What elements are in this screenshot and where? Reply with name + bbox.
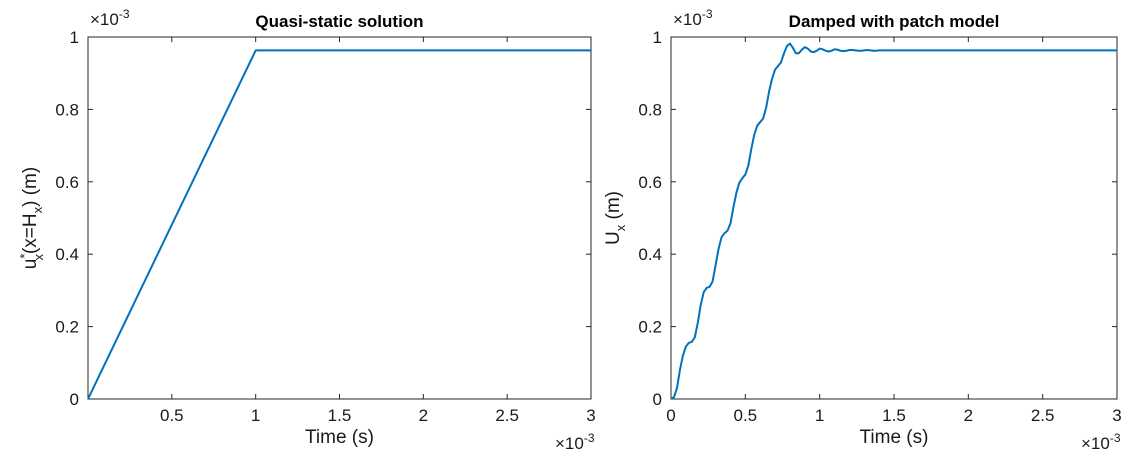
chart-panel-2: Damped with patch model 0 0.2 0.4 0.6 0.8 1 0 0.… <box>603 7 1122 453</box>
chart-panel-1: Quasi-static solution 0 0.2 0.4 0.6 0.8 1 0.5 1 1… <box>17 7 596 453</box>
y-tick-label: 0.2 <box>55 318 79 337</box>
x-tick-label: 3 <box>586 406 595 425</box>
y-tick-label: 0.8 <box>638 100 662 119</box>
series-line-1 <box>670 42 1117 400</box>
x-tick-label: 1.5 <box>882 406 906 425</box>
x-tick-label: 2.5 <box>495 406 519 425</box>
y-tick-label: 0.2 <box>638 318 662 337</box>
y-tick-label: 0.4 <box>638 245 662 264</box>
x-tick-label: 2.5 <box>1031 406 1055 425</box>
x-exponent: ×10-3 <box>555 431 595 453</box>
y-tick-label: 0 <box>70 390 79 409</box>
axes-box <box>87 36 592 400</box>
x-axis-label: Time (s) <box>305 427 374 448</box>
x-tick-label: 0.5 <box>734 406 758 425</box>
y-tick-label: 1 <box>70 28 79 47</box>
series-line-1 <box>87 49 591 400</box>
x-tick-label: 3 <box>1112 406 1121 425</box>
y-axis-label: Ux (m) <box>603 191 628 245</box>
x-tick-label: 1.5 <box>328 406 352 425</box>
y-axis-label: u*x(x=Hx) (m) <box>17 167 46 269</box>
y-tick-label: 0.6 <box>638 173 662 192</box>
x-tick-label: 1 <box>251 406 260 425</box>
y-tick-label: 0.8 <box>55 100 79 119</box>
y-tick-label: 0.4 <box>55 245 79 264</box>
y-tick-label: 1 <box>653 28 662 47</box>
y-tick-label: 0 <box>653 390 662 409</box>
x-axis-label: Time (s) <box>860 427 929 448</box>
x-tick-label: 2 <box>964 406 973 425</box>
chart-title: Damped with patch model <box>789 12 1000 31</box>
y-exponent: ×10-3 <box>90 7 130 29</box>
axes-box <box>670 36 1118 400</box>
chart-title: Quasi-static solution <box>255 12 423 31</box>
x-tick-label: 0 <box>666 406 675 425</box>
x-tick-label: 0.5 <box>160 406 184 425</box>
x-exponent: ×10-3 <box>1081 431 1121 453</box>
x-tick-label: 2 <box>419 406 428 425</box>
x-tick-label: 1 <box>815 406 824 425</box>
y-exponent: ×10-3 <box>673 7 713 29</box>
y-tick-label: 0.6 <box>55 173 79 192</box>
